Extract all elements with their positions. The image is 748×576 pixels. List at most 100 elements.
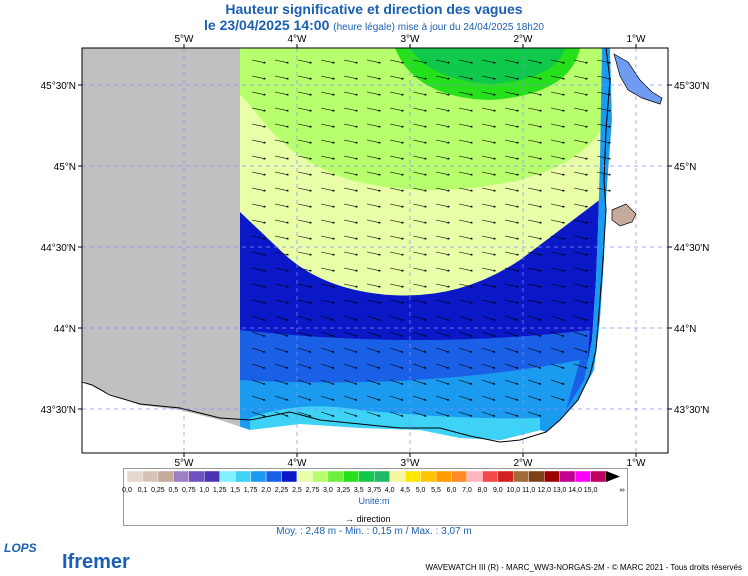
land-south	[82, 380, 550, 453]
wave-direction-arrow	[550, 139, 565, 144]
wave-direction-arrow	[389, 139, 404, 144]
wave-direction-arrow	[504, 139, 519, 144]
wave-direction-arrow	[550, 59, 565, 64]
wave-direction-arrow	[550, 331, 565, 337]
wave-direction-arrow	[297, 299, 312, 304]
wave-direction-arrow	[343, 395, 358, 401]
wave-direction-arrow	[343, 123, 358, 128]
wave-direction-arrow	[435, 59, 450, 64]
graticule	[82, 48, 668, 453]
wave-direction-arrow	[343, 315, 358, 321]
wave-direction-arrow	[274, 235, 289, 240]
wave-direction-arrow	[389, 299, 404, 304]
wave-direction-arrow	[343, 251, 358, 256]
wave-direction-arrow	[550, 123, 565, 128]
wave-direction-arrow	[320, 395, 335, 401]
wave-direction-arrow	[481, 91, 496, 96]
wave-direction-arrow	[458, 187, 473, 192]
wave-direction-arrow	[527, 91, 542, 96]
wave-direction-arrow	[251, 395, 266, 401]
lat-label-right: 44°30'N	[674, 243, 709, 254]
wave-direction-arrow	[274, 123, 289, 128]
wave-direction-arrow	[389, 347, 404, 353]
wave-direction-arrow	[251, 91, 266, 96]
wave-direction-arrow	[481, 203, 496, 208]
wave-direction-arrow	[481, 171, 496, 176]
wave-direction-arrow	[435, 379, 450, 385]
wave-direction-arrow	[320, 331, 335, 337]
wave-direction-arrow	[366, 347, 381, 353]
wave-direction-arrow	[412, 251, 427, 256]
wave-direction-arrow	[527, 139, 542, 144]
lat-label-right: 43°30'N	[674, 405, 709, 416]
wave-direction-arrow	[435, 283, 450, 288]
map-frame	[81, 47, 669, 454]
wave-direction-arrow	[366, 331, 381, 337]
wave-direction-arrow	[412, 411, 427, 417]
wave-direction-arrow	[389, 283, 404, 288]
wave-direction-arrow	[251, 267, 266, 272]
credit-line: WAVEWATCH III (R) - MARC_WW3-NORGAS-2M -…	[425, 563, 742, 572]
wave-direction-arrow	[527, 395, 542, 401]
wave-direction-arrow	[458, 235, 473, 240]
ifremer-logo: Ifremer	[62, 551, 130, 573]
wave-direction-arrow	[320, 379, 335, 385]
wave-direction-arrow	[527, 379, 542, 385]
band-3-5	[410, 48, 565, 84]
wave-direction-arrow	[527, 75, 542, 80]
wave-direction-arrow	[343, 411, 358, 417]
wave-direction-arrow	[481, 299, 496, 304]
wave-direction-arrow	[412, 331, 427, 337]
wave-direction-arrow	[297, 75, 312, 80]
wave-direction-arrow	[458, 59, 473, 64]
wave-direction-arrow	[251, 155, 266, 160]
wave-direction-arrow	[527, 187, 542, 192]
wave-direction-arrow	[297, 219, 312, 224]
wave-direction-arrow	[573, 267, 588, 272]
wave-direction-arrow	[389, 251, 404, 256]
wave-direction-arrow	[550, 171, 565, 176]
wave-direction-arrow	[458, 395, 473, 401]
wave-direction-arrow	[504, 91, 519, 96]
wave-direction-arrow	[573, 251, 588, 256]
statistics: Moy. : 2,48 m - Min. : 0,15 m / Max. : 3…	[276, 526, 472, 537]
wave-direction-arrow	[435, 123, 450, 128]
wave-direction-arrow	[366, 379, 381, 385]
wave-direction-arrow	[481, 123, 496, 128]
wave-direction-arrow	[458, 331, 473, 337]
lat-label-left: 44°N	[54, 324, 76, 335]
wave-direction-arrow	[297, 331, 312, 337]
lon-label-top: 4°W	[288, 34, 308, 45]
wave-direction-arrow	[297, 411, 312, 417]
wave-direction-arrow	[435, 315, 450, 321]
wave-direction-arrow	[320, 235, 335, 240]
lat-label-left: 45°N	[54, 162, 76, 173]
wave-direction-arrow	[458, 155, 473, 160]
wave-direction-arrow	[366, 91, 381, 96]
wave-direction-arrow	[504, 123, 519, 128]
wave-direction-arrow	[435, 299, 450, 304]
wave-direction-arrow	[251, 347, 266, 353]
wave-direction-arrow	[458, 219, 473, 224]
wave-direction-arrow	[596, 123, 611, 128]
wave-direction-arrow	[550, 203, 565, 208]
wave-direction-arrow	[274, 379, 289, 385]
wave-direction-arrow	[320, 411, 335, 417]
wave-direction-arrow	[527, 411, 542, 417]
wave-direction-arrow	[458, 363, 473, 369]
lat-label-left: 43°30'N	[41, 405, 76, 416]
wave-direction-arrow	[412, 91, 427, 96]
wave-direction-arrow	[389, 379, 404, 385]
wave-direction-arrow	[573, 203, 588, 208]
wave-direction-arrow	[389, 123, 404, 128]
wave-direction-arrow	[366, 251, 381, 256]
wave-direction-arrow	[320, 91, 335, 96]
wave-direction-arrow	[389, 91, 404, 96]
lat-label-right: 44°N	[674, 324, 696, 335]
wave-direction-arrow	[573, 235, 588, 240]
coastline	[82, 48, 611, 443]
wave-direction-arrow	[573, 75, 588, 80]
wave-direction-arrow	[412, 187, 427, 192]
wave-direction-arrow	[274, 267, 289, 272]
lat-label-right: 45°30'N	[674, 81, 709, 92]
